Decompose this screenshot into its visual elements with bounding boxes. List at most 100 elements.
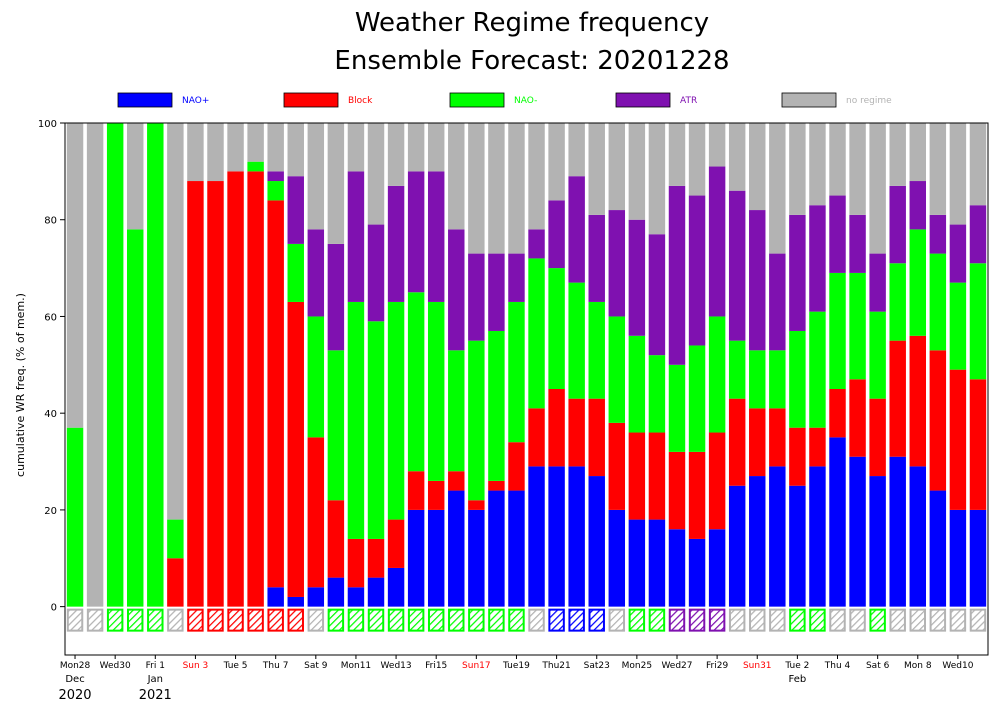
bar-segment-nao_plus [488, 490, 505, 607]
day-bar-39 [849, 123, 866, 607]
bar-segment-atr [949, 224, 967, 283]
dominant-marker-no_regime [66, 608, 84, 632]
plot-frame [64, 122, 989, 656]
bar-segment-no_regime [869, 123, 886, 254]
dominant-marker-nao_minus [127, 608, 144, 632]
bar-segment-nao_plus [568, 466, 585, 607]
dominant-marker-atr [668, 608, 686, 632]
y-tick-label: 80 [44, 216, 57, 227]
bar-segment-no_regime [749, 123, 766, 211]
bar-segment-nao_minus [106, 123, 124, 607]
bar-segment-nao_minus [528, 258, 545, 409]
day-bar-13 [327, 123, 345, 607]
dominant-marker-block [287, 608, 304, 632]
bar-segment-block [969, 379, 987, 510]
bar-segment-no_regime [488, 123, 505, 254]
legend-label-nao_minus: NAO- [514, 96, 537, 106]
bar-segment-block [809, 427, 826, 467]
dominant-marker-no_regime [969, 608, 987, 632]
bar-segment-no_regime [849, 123, 866, 215]
bar-segment-nao_minus [869, 311, 886, 399]
legend-label-block: Block [348, 96, 373, 106]
y-tick-label: 20 [44, 506, 57, 517]
day-bar-7 [207, 123, 224, 607]
bar-segment-block [789, 427, 806, 486]
bar-segment-block [387, 519, 405, 568]
bar-segment-no_regime [227, 123, 244, 172]
x-tick-label: Mon28 [60, 661, 91, 671]
bar-segment-nao_minus [969, 263, 987, 380]
dominant-marker-block [247, 608, 264, 632]
bar-segment-nao_minus [147, 123, 164, 607]
bar-segment-nao_plus [929, 490, 947, 607]
x-tick-label: Sun31 [743, 661, 772, 671]
bar-segment-nao_plus [688, 538, 706, 607]
bar-segment-nao_minus [367, 321, 385, 539]
x-axis: Mon28 Wed30 Fri 1 Sun 3 Tue 5 Thu 7 Sat 9 Mon11… [58, 655, 974, 703]
dominant-marker-no_regime [929, 608, 947, 632]
x-tick-label: Mon25 [622, 661, 652, 671]
legend-label-atr: ATR [680, 96, 697, 106]
bar-segment-no_regime [86, 123, 104, 607]
bar-segment-block [568, 398, 585, 467]
chart-title-line1: Weather Regime frequency [355, 8, 709, 38]
bar-segment-nao_minus [488, 330, 505, 481]
dominant-marker-no_regime [307, 608, 325, 632]
bar-segment-no_regime [468, 123, 485, 254]
day-bar-41 [889, 123, 906, 607]
bar-segment-atr [407, 171, 425, 293]
day-bar-21 [488, 123, 505, 607]
y-tick-label: 100 [38, 119, 57, 130]
bar-segment-nao_minus [287, 243, 304, 302]
y-axis-label: cumulative WR freq. (% of mem.) [14, 293, 27, 477]
bar-segment-no_regime [367, 123, 385, 225]
bar-segment-atr [749, 210, 766, 351]
x-tick-label: Tue 5 [223, 661, 248, 671]
bar-segment-atr [327, 243, 345, 351]
x-tick-label: Thu 7 [262, 661, 289, 671]
bar-segment-nao_minus [247, 161, 264, 172]
bar-segment-nao_minus [127, 229, 144, 607]
bar-segment-nao_plus [909, 466, 926, 607]
dominant-marker-nao_minus [869, 608, 886, 632]
bar-segment-no_regime [628, 123, 646, 220]
bar-segment-atr [628, 219, 646, 336]
bar-segment-block [608, 422, 626, 510]
bar-segment-block [829, 389, 846, 438]
day-bar-23 [528, 123, 545, 607]
legend-swatch-nao_plus [117, 92, 173, 108]
bar-segment-nao_plus [648, 519, 666, 607]
bar-segment-no_regime [969, 123, 987, 206]
x-tick-label: Wed30 [100, 661, 131, 671]
bar-segment-nao_plus [407, 509, 425, 607]
bar-segment-nao_minus [448, 350, 465, 472]
bar-segment-no_regime [688, 123, 706, 196]
bar-segment-block [688, 451, 706, 539]
bar-segment-block [749, 408, 766, 477]
bar-segment-nao_plus [969, 509, 987, 607]
day-bar-34 [749, 123, 766, 607]
bar-segment-atr [648, 234, 666, 356]
bar-segment-block [769, 408, 786, 467]
bar-segment-nao_plus [829, 437, 846, 607]
bar-segment-atr [528, 229, 545, 259]
dominant-marker-no_regime [829, 608, 846, 632]
day-bar-2 [106, 123, 124, 607]
x-tick-label: Tue19 [502, 661, 530, 671]
bar-segment-nao_minus [427, 301, 445, 481]
dominant-marker-nao_minus [106, 608, 124, 632]
dominant-marker-nao_minus [407, 608, 425, 632]
bar-segment-atr [708, 166, 726, 317]
bar-segment-nao_plus [528, 466, 545, 607]
day-bar-29 [648, 123, 666, 607]
bar-segment-no_regime [648, 123, 666, 235]
bar-segment-block [327, 500, 345, 578]
day-bar-42 [909, 123, 926, 607]
bar-segment-nao_minus [347, 301, 365, 539]
bar-segment-atr [347, 171, 365, 302]
bar-segment-no_regime [889, 123, 906, 186]
x-tick-label: Fri 1 [146, 661, 165, 671]
bar-segment-no_regime [708, 123, 726, 167]
dominant-marker-nao_minus [468, 608, 485, 632]
bar-segment-block [448, 471, 465, 491]
